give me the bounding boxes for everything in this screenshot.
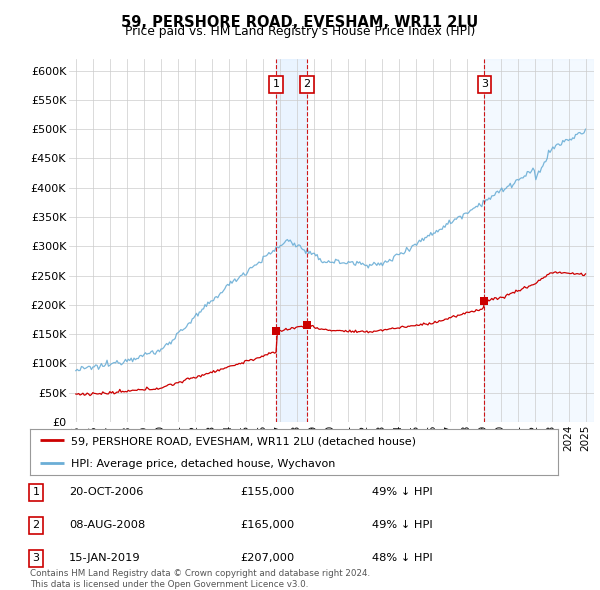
Text: Contains HM Land Registry data © Crown copyright and database right 2024.
This d: Contains HM Land Registry data © Crown c…	[30, 569, 370, 589]
Text: 3: 3	[481, 80, 488, 90]
Text: 1: 1	[273, 80, 280, 90]
Text: 49% ↓ HPI: 49% ↓ HPI	[372, 520, 433, 530]
Text: 3: 3	[32, 553, 40, 563]
Text: 49% ↓ HPI: 49% ↓ HPI	[372, 487, 433, 497]
Text: 59, PERSHORE ROAD, EVESHAM, WR11 2LU: 59, PERSHORE ROAD, EVESHAM, WR11 2LU	[121, 15, 479, 30]
Text: Price paid vs. HM Land Registry's House Price Index (HPI): Price paid vs. HM Land Registry's House …	[125, 25, 475, 38]
Text: 1: 1	[32, 487, 40, 497]
Bar	[484, 59, 594, 422]
Text: HPI: Average price, detached house, Wychavon: HPI: Average price, detached house, Wych…	[71, 460, 335, 470]
Text: £207,000: £207,000	[240, 553, 294, 563]
Text: 20-OCT-2006: 20-OCT-2006	[69, 487, 143, 497]
Text: 15-JAN-2019: 15-JAN-2019	[69, 553, 140, 563]
Text: 08-AUG-2008: 08-AUG-2008	[69, 520, 145, 530]
Text: £165,000: £165,000	[240, 520, 294, 530]
Text: 2: 2	[32, 520, 40, 530]
Text: £155,000: £155,000	[240, 487, 295, 497]
Text: 59, PERSHORE ROAD, EVESHAM, WR11 2LU (detached house): 59, PERSHORE ROAD, EVESHAM, WR11 2LU (de…	[71, 437, 416, 447]
Text: 2: 2	[304, 80, 310, 90]
Bar	[276, 59, 307, 422]
Text: 48% ↓ HPI: 48% ↓ HPI	[372, 553, 433, 563]
